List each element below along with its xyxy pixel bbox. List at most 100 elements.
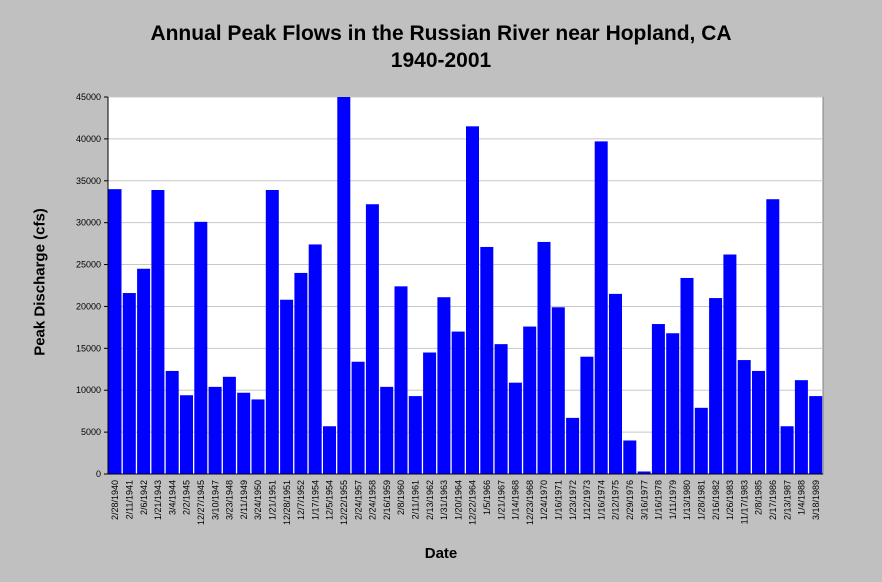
x-tick-label: 1/11/1979: [668, 480, 678, 519]
bar: [809, 396, 823, 474]
x-tick-label: 2/13/1962: [425, 480, 435, 520]
x-tick-label: 1/28/1981: [696, 480, 706, 520]
chart-subtitle: 1940-2001: [390, 49, 492, 72]
y-tick-label: 40000: [76, 134, 101, 144]
x-tick-label: 12/28/1951: [282, 480, 292, 525]
y-tick-label: 45000: [76, 92, 101, 102]
bar: [265, 189, 279, 474]
bar: [594, 141, 608, 474]
bar: [251, 399, 265, 474]
bar: [666, 333, 680, 474]
x-tick-label: 2/12/1975: [611, 480, 621, 520]
x-tick-label: 1/16/1971: [553, 480, 563, 520]
x-tick-label: 1/13/1980: [682, 480, 692, 520]
bar: [466, 126, 479, 475]
bar: [351, 361, 365, 474]
bar: [766, 199, 780, 474]
bar: [323, 426, 336, 474]
x-tick-label: 2/16/1959: [382, 480, 392, 520]
x-tick-label: 1/31/1963: [439, 480, 449, 520]
y-tick-label: 25000: [76, 260, 101, 270]
bar: [165, 370, 179, 474]
bar: [180, 395, 193, 474]
x-tick-label: 3/18/1989: [811, 480, 821, 520]
bar: [480, 246, 494, 474]
bar: [694, 407, 708, 474]
x-tick-label: 12/27/1945: [196, 480, 206, 525]
bar: [752, 370, 765, 474]
bar: [651, 324, 665, 474]
x-tick-label: 1/4/1988: [797, 480, 807, 515]
x-tick-label: 12/22/1964: [468, 480, 478, 525]
x-tick-label: 2/16/1982: [711, 480, 721, 520]
y-tick-label: 10000: [76, 385, 101, 395]
bar: [637, 471, 651, 474]
bar: [737, 360, 751, 474]
x-tick-label: 2/24/1957: [353, 480, 363, 520]
x-tick-label: 2/29/1976: [625, 480, 635, 520]
bar: [551, 307, 565, 474]
bar: [137, 268, 151, 474]
y-tick-label: 15000: [76, 343, 101, 353]
x-tick-label: 2/11/1941: [124, 480, 134, 519]
x-tick-label: 2/2/1945: [182, 480, 192, 515]
bar: [222, 376, 236, 474]
bar: [308, 244, 322, 474]
bar: [237, 392, 251, 474]
x-tick-label: 1/24/1970: [539, 480, 549, 520]
x-tick-label: 2/11/1949: [239, 480, 249, 519]
bar: [337, 97, 351, 474]
x-tick-label: 2/11/1961: [410, 480, 420, 519]
x-tick-label: 2/8/1985: [754, 480, 764, 515]
y-axis-label: Peak Discharge (cfs): [31, 208, 49, 356]
x-tick-label: 3/23/1948: [225, 480, 235, 520]
bar: [537, 241, 551, 474]
x-tick-label: 3/24/1950: [253, 480, 263, 520]
x-tick-label: 1/26/1983: [725, 480, 735, 520]
x-tick-label: 1/14/1968: [511, 480, 521, 520]
bar: [523, 326, 537, 474]
x-tick-label: 2/13/1987: [782, 480, 792, 520]
bar: [723, 254, 737, 474]
bar: [780, 426, 794, 474]
x-tick-label: 12/7/1952: [296, 480, 306, 520]
bar: [451, 331, 465, 474]
x-tick-label: 12/23/1968: [525, 480, 535, 525]
x-tick-label: 1/20/1964: [453, 480, 463, 520]
bar: [494, 344, 508, 474]
x-tick-label: 11/17/1983: [739, 480, 749, 524]
chart-title: Annual Peak Flows in the Russian River n…: [150, 22, 732, 45]
x-tick-label: 2/8/1960: [396, 480, 406, 515]
x-tick-label: 1/16/1978: [654, 480, 664, 520]
bar: [122, 293, 136, 474]
x-tick-label: 1/16/1974: [596, 480, 606, 520]
x-tick-label: 3/10/1947: [210, 480, 220, 520]
bar: [794, 380, 808, 474]
x-tick-label: 2/6/1942: [139, 480, 149, 515]
bar: [208, 386, 222, 474]
bar: [680, 277, 694, 474]
x-tick-label: 1/5/1966: [482, 480, 492, 515]
x-axis-label: Date: [424, 545, 458, 562]
bar: [709, 298, 723, 474]
bar: [394, 286, 408, 474]
bar: [609, 293, 622, 474]
bar: [580, 356, 594, 474]
bar: [508, 382, 522, 474]
y-tick-label: 0: [96, 469, 101, 479]
y-tick-label: 5000: [81, 427, 101, 437]
bar: [437, 297, 451, 474]
x-tick-label: 2/24/1958: [368, 480, 378, 520]
x-tick-label: 2/17/1986: [768, 480, 778, 520]
bar: [423, 352, 437, 474]
y-tick-label: 30000: [76, 218, 101, 228]
bar: [151, 189, 165, 474]
bar: [194, 221, 208, 474]
x-tick-label: 1/23/1972: [568, 480, 578, 520]
x-tick-label: 12/5/1954: [325, 480, 335, 520]
x-tick-label: 1/21/1943: [153, 480, 163, 520]
x-tick-label: 1/21/1951: [267, 480, 277, 520]
x-tick-label: 3/16/1977: [639, 480, 649, 520]
x-tick-label: 1/17/1954: [310, 480, 320, 520]
